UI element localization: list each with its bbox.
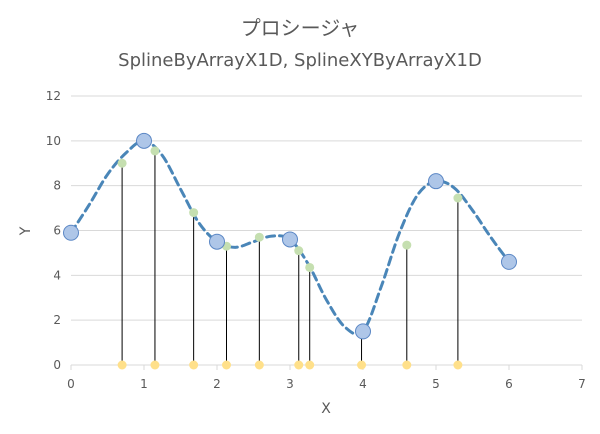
control-point — [355, 323, 371, 340]
y-tick-label: 6 — [53, 224, 61, 238]
base-point — [254, 360, 264, 370]
y-tick-label: 10 — [46, 134, 61, 148]
base-point — [305, 360, 315, 370]
control-point — [209, 233, 225, 250]
x-tick-label: 3 — [286, 377, 294, 391]
base-point — [294, 360, 304, 370]
control-point — [136, 132, 152, 149]
stem-lines — [121, 150, 459, 365]
interpolated-point — [453, 193, 463, 203]
base-point — [150, 360, 160, 370]
control-points — [63, 132, 517, 340]
axes — [70, 364, 583, 370]
base-point — [453, 360, 463, 370]
interpolated-point — [150, 146, 160, 156]
base-points — [117, 360, 463, 370]
y-tick-label: 0 — [53, 358, 61, 372]
y-axis-label: Y — [18, 226, 34, 236]
control-point — [501, 253, 517, 270]
x-tick-labels: 0 1 2 3 4 5 6 7 — [67, 377, 586, 391]
gridlines — [71, 95, 582, 321]
interpolated-point — [254, 232, 264, 242]
interpolated-point — [117, 158, 127, 168]
y-tick-labels: 0 2 4 6 8 10 12 — [46, 89, 61, 372]
x-tick-label: 0 — [67, 377, 75, 391]
x-tick-label: 6 — [505, 377, 513, 391]
control-point — [428, 173, 444, 190]
base-point — [189, 360, 199, 370]
y-tick-label: 12 — [46, 89, 61, 103]
y-tick-label: 2 — [53, 313, 61, 327]
interpolated-point — [402, 240, 412, 250]
x-tick-label: 5 — [432, 377, 440, 391]
y-tick-label: 4 — [53, 268, 61, 282]
interpolated-point — [305, 262, 315, 272]
base-point — [402, 360, 412, 370]
chart-title: プロシージャ — [240, 16, 360, 40]
x-tick-label: 2 — [213, 377, 221, 391]
control-point — [282, 231, 298, 248]
base-point — [221, 360, 231, 370]
x-tick-label: 1 — [140, 377, 148, 391]
interpolated-point — [189, 208, 199, 218]
control-point — [63, 224, 79, 241]
interpolated-point — [294, 246, 304, 256]
base-point — [117, 360, 127, 370]
x-tick-label: 4 — [359, 377, 367, 391]
base-point — [357, 360, 367, 370]
x-axis-label: X — [321, 401, 331, 417]
x-tick-label: 7 — [578, 377, 586, 391]
y-tick-label: 8 — [53, 179, 61, 193]
chart-subtitle: SplineByArrayX1D, SplineXYByArrayX1D — [118, 50, 482, 71]
